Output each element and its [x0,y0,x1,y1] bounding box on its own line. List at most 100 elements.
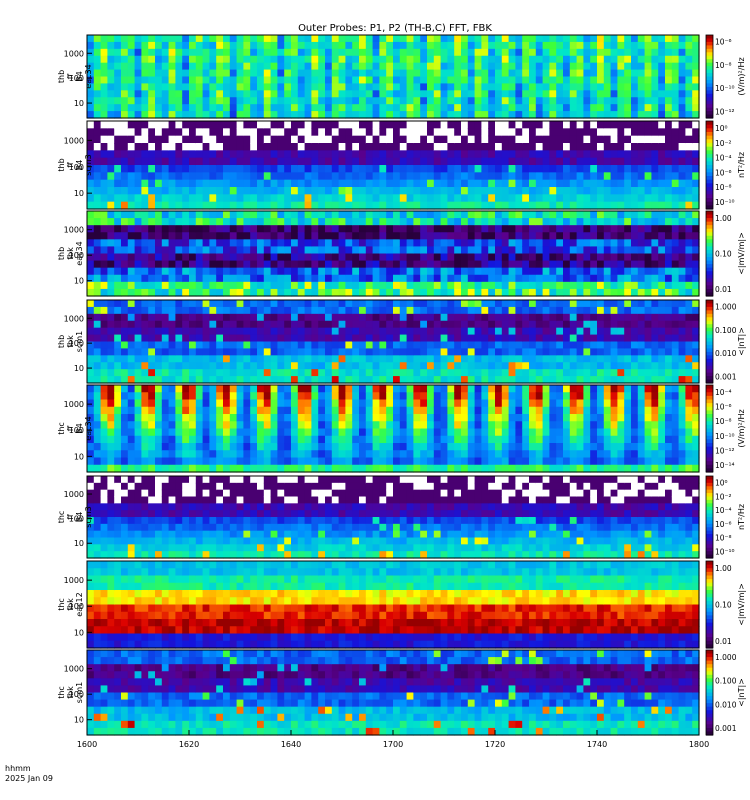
colorbar-step [706,260,713,265]
colorbar-step [706,731,713,736]
colorbar-step [706,568,713,573]
colorbar-step [706,671,713,676]
colorbar-step [706,214,713,219]
y-tick-label: 100 [69,163,84,172]
colorbar-step [706,410,713,415]
panel-frame [86,120,700,210]
y-tick-label: 100 [69,690,84,699]
colorbar-frame [705,120,714,210]
colorbar-step [706,619,713,624]
y-tick-label: 1000 [64,136,84,145]
colorbar-step [706,571,713,577]
colorbar-step [706,424,713,430]
colorbar-tick-label: 1.000 [715,653,737,662]
panel-frame [86,475,700,559]
colorbar-unit: (V/m)²/Hz [737,57,746,95]
colorbar-tick-label: 10⁻² [715,492,732,501]
colorbar: 10⁰ 10⁻² 10⁻⁴ 10⁻⁶ 10⁻⁸ 10⁻¹⁰ nT²/Hz [705,475,746,559]
spectrogram [87,385,700,473]
colorbar-step [706,450,713,455]
colorbar-step [706,86,713,91]
colorbar-step [706,121,713,126]
panel-label-line: B4 [75,71,84,82]
colorbar-step [706,453,713,459]
colorbar-step [706,403,713,408]
colorbar-tick-label: 10⁻¹² [715,446,735,455]
colorbar-step [706,228,713,233]
spectrogram [87,476,700,559]
colorbar-step [706,540,713,545]
y-tick-label: 100 [69,602,84,611]
colorbar-step [706,183,713,188]
x-tick-label: 1620 [179,740,199,749]
colorbar-step [706,476,713,481]
colorbar-tick-label: 10⁰ [715,124,728,133]
colorbar-step [706,114,713,119]
colorbar-step [706,48,713,53]
y-tick-label: 100 [69,515,84,524]
colorbar-step [706,355,713,360]
y-tick-label: 10 [74,716,84,725]
colorbar-step [706,417,713,422]
colorbar-step [706,111,713,116]
colorbar-step [706,128,713,133]
colorbar-tick-label: 1.00 [715,214,732,223]
panel-frame [86,384,700,473]
panel-label-line: fbk [66,247,75,260]
colorbar-step [706,699,713,704]
colorbar-step [706,172,713,177]
colorbar-step [706,544,713,549]
colorbar-step [706,154,713,159]
colorbar-step [706,35,713,40]
colorbar-tick-label: 10⁻⁶ [715,38,732,47]
spectrogram [87,121,700,210]
colorbar-step [706,706,713,711]
colorbar-unit: <|mV/m|> [737,232,746,275]
colorbar-step [706,194,713,199]
colorbar-tick-label: 0.10 [715,601,732,610]
colorbar-tick-label: 10⁻² [715,139,732,148]
colorbar-tick-label: 0.010 [715,700,737,709]
colorbar-step [706,443,713,448]
colorbar-step [706,341,713,346]
colorbar-frame [705,560,714,649]
colorbar-step [706,520,713,525]
colorbar-step [706,62,713,67]
colorbar-step [706,300,713,305]
panel-7: 1000 100 10 thcfbkeac12 1.00 0.10 0.01 <|mV/m|> [57,560,746,649]
colorbar-tick-label: 0.001 [715,724,737,733]
colorbar-step [706,640,713,645]
panel-label-line: ff [66,425,75,431]
panel-label: thcfbkeac12 [57,592,84,616]
colorbar-step [706,551,713,556]
colorbar-step [706,496,713,501]
y-tick-label: 1000 [64,314,84,323]
colorbar-step [706,421,713,426]
y-tick-label: 100 [69,251,84,260]
panel-label-line: thb [57,335,66,348]
colorbar-step [706,83,713,88]
panel-label-line: scm3 [84,506,93,527]
colorbar: 1.00 0.10 0.01 <|mV/m|> [705,560,746,649]
colorbar-frame [705,34,714,119]
panel-label-line: eac12 [75,592,84,616]
panel-label-line: thb [57,70,66,83]
panel-label-line: eac34 [84,64,93,88]
colorbar-tick-label: 0.100 [715,677,737,686]
colorbar-step [706,369,713,374]
colorbar-step [706,688,713,694]
colorbar-step [706,692,713,697]
colorbar-step [706,506,713,511]
y-tick-label: 1000 [64,49,84,58]
colorbar-tick-label: 10⁻⁶ [715,168,732,177]
colorbar-step [706,685,713,690]
panel-label: thcffB4eac34 [57,416,93,440]
colorbar-step [706,135,713,140]
chart-title: Outer Probes: P1, P2 (TH-B,C) FFT, FBK [298,23,492,34]
colorbar-step [706,310,713,315]
colorbar-step [706,650,713,655]
colorbar-step [706,157,713,162]
colorbar-step [706,104,713,109]
y-tick-label: 10 [74,277,84,286]
